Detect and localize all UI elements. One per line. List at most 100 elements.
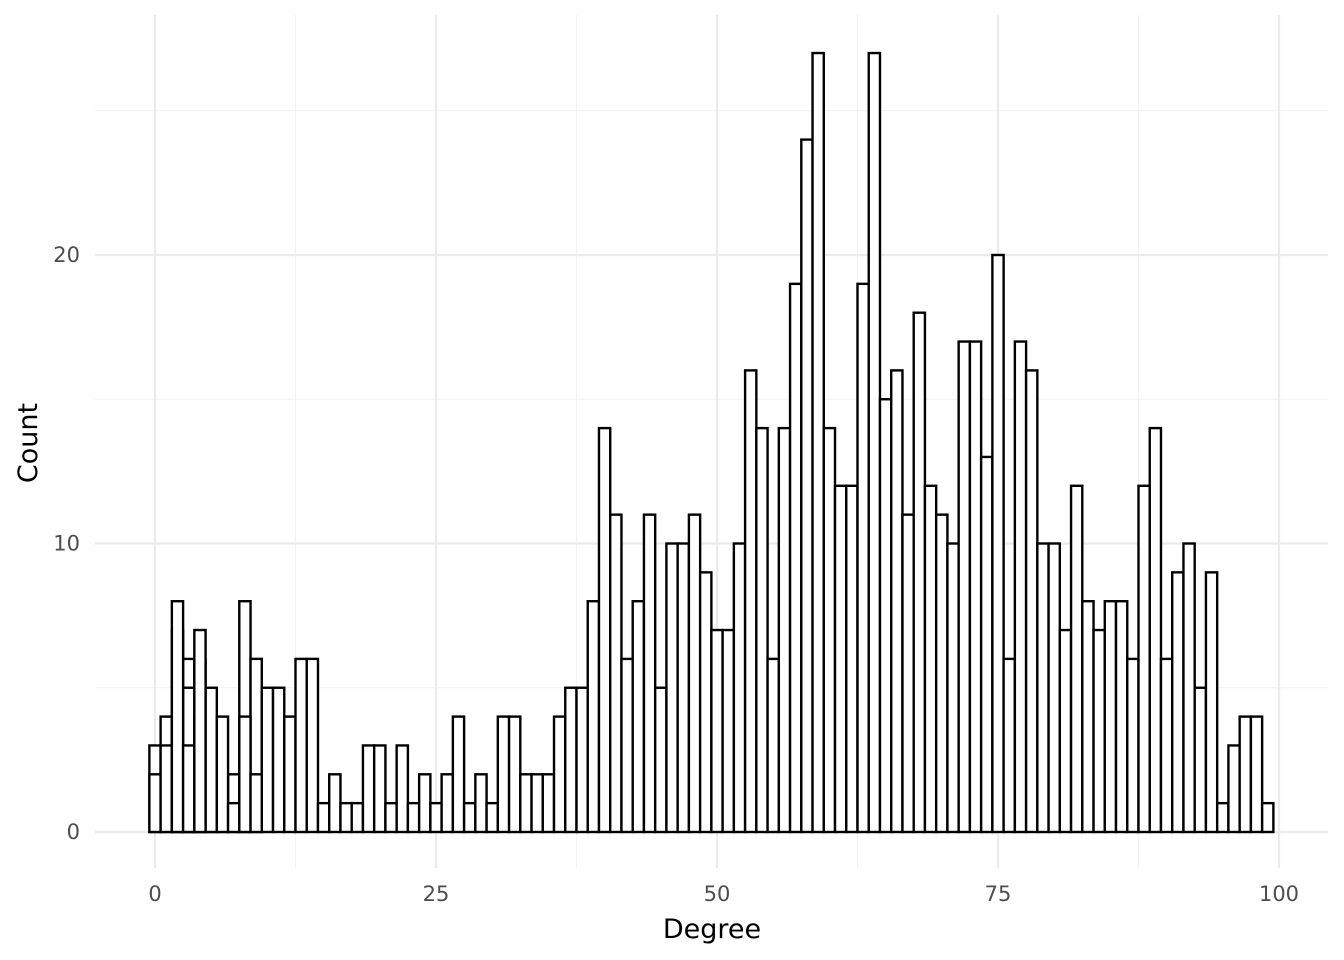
histogram-bar-s0-28 xyxy=(462,801,477,834)
histogram-bar-s0-25 xyxy=(429,801,443,834)
histogram-bar-s0-67 xyxy=(901,513,915,834)
histogram-bar-s0-48 xyxy=(687,513,702,834)
histogram-bar-s0-89 xyxy=(1148,426,1163,834)
histogram-bar-s0-60 xyxy=(822,426,837,834)
histogram-bar-s2-4 xyxy=(193,628,207,834)
histogram-bar-s0-90 xyxy=(1159,657,1174,834)
histogram-bar-s1-9 xyxy=(249,773,263,834)
histogram-bar-s0-14 xyxy=(305,657,320,834)
histogram-bar-s0-24 xyxy=(417,773,432,834)
histogram-bar-s0-36 xyxy=(552,715,567,834)
x-tick-label: 75 xyxy=(985,882,1012,906)
histogram-bar-s0-30 xyxy=(485,801,500,834)
x-axis-title: Degree xyxy=(663,914,761,945)
histogram-bar-s0-55 xyxy=(766,657,781,834)
x-tick-label: 25 xyxy=(423,882,450,906)
histogram-bar-s0-70 xyxy=(934,513,949,834)
histogram-bar-s0-38 xyxy=(575,686,589,834)
histogram-bar-s0-11 xyxy=(271,686,286,834)
y-axis-tick-labels: 0 10 20 xyxy=(53,243,80,844)
histogram-bar-s0-94 xyxy=(1204,571,1219,834)
y-tick-label: 10 xyxy=(53,532,80,556)
histogram-bar-s0-23 xyxy=(406,801,421,834)
y-tick-label: 0 xyxy=(67,820,80,844)
histogram-bar-s0-99 xyxy=(1260,801,1275,834)
histogram-bar-s0-62 xyxy=(845,484,859,834)
histogram-bar-s0-63 xyxy=(856,282,870,834)
histogram-bar-s0-71 xyxy=(946,542,960,834)
histogram-bar-s0-37 xyxy=(564,686,578,834)
histogram-bar-s0-29 xyxy=(474,773,488,834)
histogram-bar-s0-76 xyxy=(1002,657,1017,834)
histogram-bar-s0-75 xyxy=(991,253,1005,834)
histogram-bar-s0-92 xyxy=(1182,542,1196,834)
x-tick-label: 100 xyxy=(1259,882,1299,906)
x-tick-label: 0 xyxy=(148,882,161,906)
histogram-bar-s0-72 xyxy=(957,340,972,834)
histogram-bar-s0-27 xyxy=(451,715,466,834)
histogram-bar-s0-64 xyxy=(867,51,882,834)
histogram-bar-s0-66 xyxy=(890,369,904,834)
x-tick-label: 50 xyxy=(704,882,731,906)
histogram-bar-s0-87 xyxy=(1126,657,1140,834)
histogram-bar-s0-85 xyxy=(1103,600,1118,834)
histogram-bar-s0-19 xyxy=(361,744,376,834)
histogram-bar-s0-52 xyxy=(732,542,747,834)
histogram-bar-s0-59 xyxy=(811,51,825,834)
histogram-bar-s0-68 xyxy=(912,311,927,834)
histogram-bar-s0-91 xyxy=(1171,571,1185,834)
histogram-bar-s0-32 xyxy=(507,715,522,834)
histogram-bar-s0-49 xyxy=(698,571,713,834)
histogram-bar-s0-34 xyxy=(530,773,544,834)
histogram-bar-s1-7 xyxy=(226,801,241,834)
histogram-bar-s2-3 xyxy=(181,744,196,834)
histogram-bar-s0-26 xyxy=(440,773,455,834)
histogram-bar-s1-8 xyxy=(238,715,252,834)
histogram-bar-s0-93 xyxy=(1193,686,1208,834)
histogram-bar-s0-13 xyxy=(294,657,308,834)
histogram-bar-s0-73 xyxy=(968,340,983,834)
histogram-bar-s0-47 xyxy=(676,542,691,834)
histogram-bar-s0-54 xyxy=(755,426,769,834)
histogram-bar-s0-22 xyxy=(395,744,410,834)
histogram-bar-s0-20 xyxy=(372,744,387,834)
y-tick-label: 20 xyxy=(53,243,80,267)
histogram-bar-s0-65 xyxy=(878,398,893,834)
histogram-bar-s0-16 xyxy=(328,773,342,834)
histogram-bar-s0-81 xyxy=(1058,628,1073,834)
histogram-bar-s0-41 xyxy=(609,513,623,834)
y-axis-title: Count xyxy=(13,403,44,483)
histogram-bar-s0-40 xyxy=(597,426,612,834)
histogram-bars xyxy=(148,51,1275,834)
histogram-bar-s0-51 xyxy=(721,628,736,834)
histogram-bar-s0-97 xyxy=(1238,715,1253,834)
histogram-bar-s0-79 xyxy=(1036,542,1050,834)
histogram-bar-s0-18 xyxy=(350,801,365,834)
histogram-bar-s0-58 xyxy=(800,138,814,834)
histogram-bar-s0-98 xyxy=(1249,715,1264,834)
histogram-bar-s0-15 xyxy=(316,801,331,834)
histogram-bar-s0-61 xyxy=(833,484,848,834)
x-axis-tick-labels: 0 25 50 75 100 xyxy=(148,882,1299,906)
histogram-bar-s0-69 xyxy=(923,484,938,834)
histogram-bar-s0-35 xyxy=(541,773,556,834)
histogram-bar-s0-46 xyxy=(665,542,679,834)
histogram-bar-s0-43 xyxy=(631,600,646,834)
histogram-bar-s0-10 xyxy=(260,686,275,834)
histogram-bar-s0-53 xyxy=(743,369,758,834)
histogram-bar-s0-12 xyxy=(283,715,297,834)
histogram-bar-s0-95 xyxy=(1215,801,1230,834)
histogram-bar-s0-56 xyxy=(777,426,792,834)
histogram-bar-s0-17 xyxy=(339,801,353,834)
histogram-bar-s0-84 xyxy=(1092,628,1106,834)
histogram-bar-s1-6 xyxy=(215,715,230,834)
histogram-bar-s2-2 xyxy=(170,600,185,834)
histogram-bar-s0-78 xyxy=(1024,369,1039,834)
histogram-bar-s0-82 xyxy=(1069,484,1084,834)
histogram-bar-s0-31 xyxy=(496,715,511,834)
histogram-bar-s0-88 xyxy=(1137,484,1151,834)
histogram-bar-s0-74 xyxy=(979,455,994,834)
histogram-bar-s0-80 xyxy=(1047,542,1062,834)
histogram-bar-s0-45 xyxy=(653,686,668,834)
